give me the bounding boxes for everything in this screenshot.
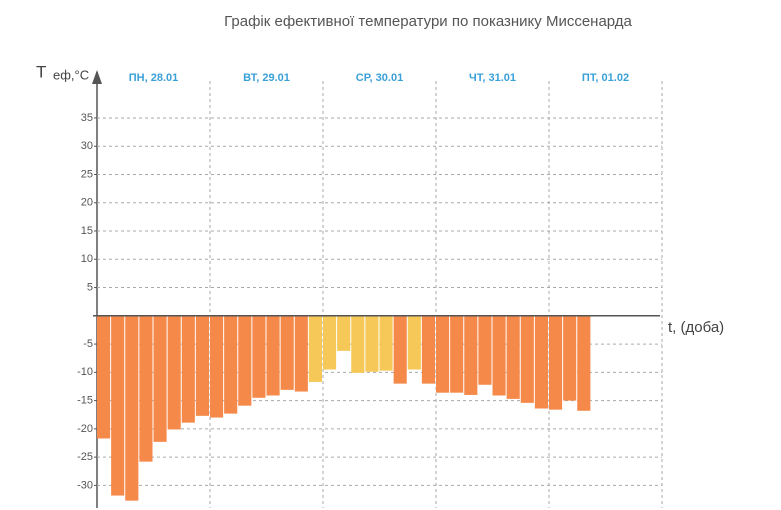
bar [111,315,125,496]
y-tick-label: 20 [81,197,93,209]
bar [534,315,548,409]
y-tick-label: 15 [81,225,93,237]
day-label: СР, 30.01 [356,72,403,84]
bar [436,315,450,393]
day-label: ЧТ, 31.01 [469,72,516,84]
y-axis-arrow [92,70,102,84]
bar [407,315,421,370]
y-tick-label: -20 [77,423,93,435]
bar [365,315,379,372]
bar [351,315,365,373]
y-tick-label: -10 [77,366,93,378]
bar [421,315,435,384]
bar [280,315,294,390]
y-tick-label: 10 [81,253,93,265]
bar [308,315,322,382]
bar [379,315,393,371]
y-tick-label: -25 [77,451,93,463]
x-axis-label: t, (доба) [668,319,724,336]
bar [450,315,464,393]
bar [563,315,577,401]
bar [464,315,478,395]
bar [577,315,591,411]
bar [97,315,111,439]
y-tick-label: 30 [81,140,93,152]
bar [323,315,337,370]
y-tick-label: 5 [87,281,93,293]
bar [520,315,534,403]
bar [266,315,280,396]
y-tick-label: 25 [81,168,93,180]
bar [224,315,238,414]
bar [549,315,563,410]
y-tick-label: 35 [81,112,93,124]
bar [139,315,153,462]
bar [210,315,224,418]
y-tick-label: -30 [77,479,93,491]
bar [252,315,266,398]
bar [153,315,167,442]
bar [478,315,492,385]
y-tick-label: -15 [77,395,93,407]
bar [337,315,351,351]
y-axis-label-sub: еф,°C [53,67,89,82]
bar [492,315,506,396]
bar [294,315,308,392]
y-axis-label: T [36,62,46,81]
bar [195,315,209,416]
bar [238,315,252,406]
bar [125,315,139,501]
day-label: ПН, 28.01 [129,72,179,84]
bar [393,315,407,384]
y-tick-label: -5 [83,338,93,350]
day-label: ВТ, 29.01 [243,72,290,84]
day-label: ПТ, 01.02 [582,72,629,84]
bar [506,315,520,399]
chart-title: Графік ефективної температури по показни… [224,13,632,30]
bar [181,315,195,423]
bar [167,315,181,430]
